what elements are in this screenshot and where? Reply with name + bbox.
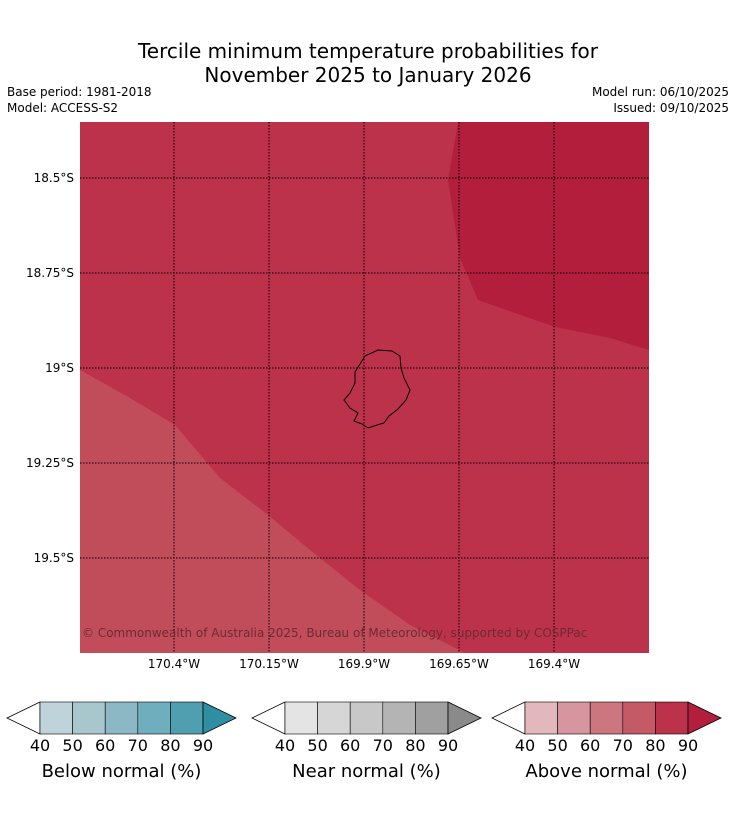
lat-label-18-5: 18.5°S	[33, 171, 74, 185]
lat-label-18-75: 18.75°S	[26, 266, 74, 280]
colorbar-below-tick-40: 40	[29, 736, 51, 755]
colorbar-below-high-arrow	[202, 701, 237, 735]
colorbar-above-segment-1	[557, 701, 591, 735]
lon-label-169-9: 169.9°W	[337, 657, 391, 671]
colorbar-above-segment-2	[589, 701, 624, 735]
island-outline	[343, 349, 411, 429]
colorbar-near-title: Near normal (%)	[292, 761, 441, 782]
colorbar-near-tick-80: 80	[405, 736, 426, 755]
colorbar-above-tick-60: 60	[580, 736, 601, 755]
colorbar-near-high-arrow	[447, 701, 482, 735]
colorbar-near-segment-0	[284, 701, 318, 735]
colorbar-above-tick-40: 40	[514, 736, 536, 755]
colorbar-below-low-arrow	[6, 701, 41, 735]
colorbar-near-low-arrow	[251, 701, 286, 735]
colorbar-above-tick-90: 90	[677, 736, 699, 755]
colorbar-below-tick-80: 80	[160, 736, 181, 755]
colorbar-above-segment-0	[524, 701, 558, 735]
colorbar-above-tick-70: 70	[612, 736, 633, 755]
lat-label-19: 19°S	[45, 361, 74, 375]
colorbars	[6, 701, 722, 735]
colorbar-near-segment-4	[415, 701, 449, 735]
colorbar-above-tick-50: 50	[547, 736, 568, 755]
chart-title-line1: Tercile minimum temperature probabilitie…	[137, 39, 599, 63]
colorbar-above-high-arrow	[687, 701, 722, 735]
model-name: Model: ACCESS-S2	[7, 101, 119, 115]
meta-left: Base period: 1981-2018 Model: ACCESS-S2	[7, 84, 152, 116]
colorbar-near-segment-1	[317, 701, 351, 735]
colorbar-near-tick-60: 60	[340, 736, 361, 755]
base-period: Base period: 1981-2018	[7, 85, 152, 99]
lon-label-169-4: 169.4°W	[527, 657, 581, 671]
colorbar-below-tick-60: 60	[95, 736, 116, 755]
region-above-70	[80, 370, 465, 653]
lon-label-170-15: 170.15°W	[239, 657, 299, 671]
colorbar-near	[251, 701, 482, 735]
lon-label-170-4: 170.4°W	[147, 657, 201, 671]
issued-date: Issued: 09/10/2025	[613, 101, 729, 115]
colorbar-below-tick-70: 70	[127, 736, 148, 755]
colorbar-above	[491, 701, 722, 735]
colorbar-above-low-arrow	[491, 701, 526, 735]
colorbar-near-tick-40: 40	[274, 736, 296, 755]
colorbar-below-tick-90: 90	[192, 736, 214, 755]
colorbar-near-tick-90: 90	[437, 736, 459, 755]
colorbar-above-title: Above normal (%)	[525, 761, 688, 782]
colorbar-near-segment-2	[349, 701, 384, 735]
colorbar-above-segment-4	[655, 701, 689, 735]
colorbar-near-segment-3	[382, 701, 416, 735]
lon-label-169-65: 169.65°W	[429, 657, 489, 671]
model-run: Model run: 06/10/2025	[591, 85, 729, 99]
colorbar-below	[6, 701, 237, 735]
colorbar-below-segment-0	[39, 701, 73, 735]
gridlines	[80, 122, 649, 653]
copyright-notice: © Commonwealth of Australia 2025, Bureau…	[82, 626, 588, 640]
colorbar-above-segment-3	[622, 701, 656, 735]
colorbar-near-tick-50: 50	[307, 736, 328, 755]
colorbar-below-segment-3	[137, 701, 171, 735]
region-above-90	[448, 122, 649, 350]
colorbar-below-title: Below normal (%)	[41, 761, 202, 782]
lat-label-19-5: 19.5°S	[33, 551, 74, 565]
colorbar-below-segment-4	[170, 701, 204, 735]
colorbar-below-tick-50: 50	[62, 736, 83, 755]
meta-right: Model run: 06/10/2025 Issued: 09/10/2025	[592, 84, 729, 116]
colorbar-near-tick-70: 70	[372, 736, 393, 755]
colorbar-below-segment-2	[104, 701, 139, 735]
colorbar-below-segment-1	[72, 701, 106, 735]
colorbar-above-tick-80: 80	[645, 736, 666, 755]
lat-label-19-25: 19.25°S	[26, 456, 74, 470]
chart-title-line2: November 2025 to January 2026	[204, 63, 532, 87]
